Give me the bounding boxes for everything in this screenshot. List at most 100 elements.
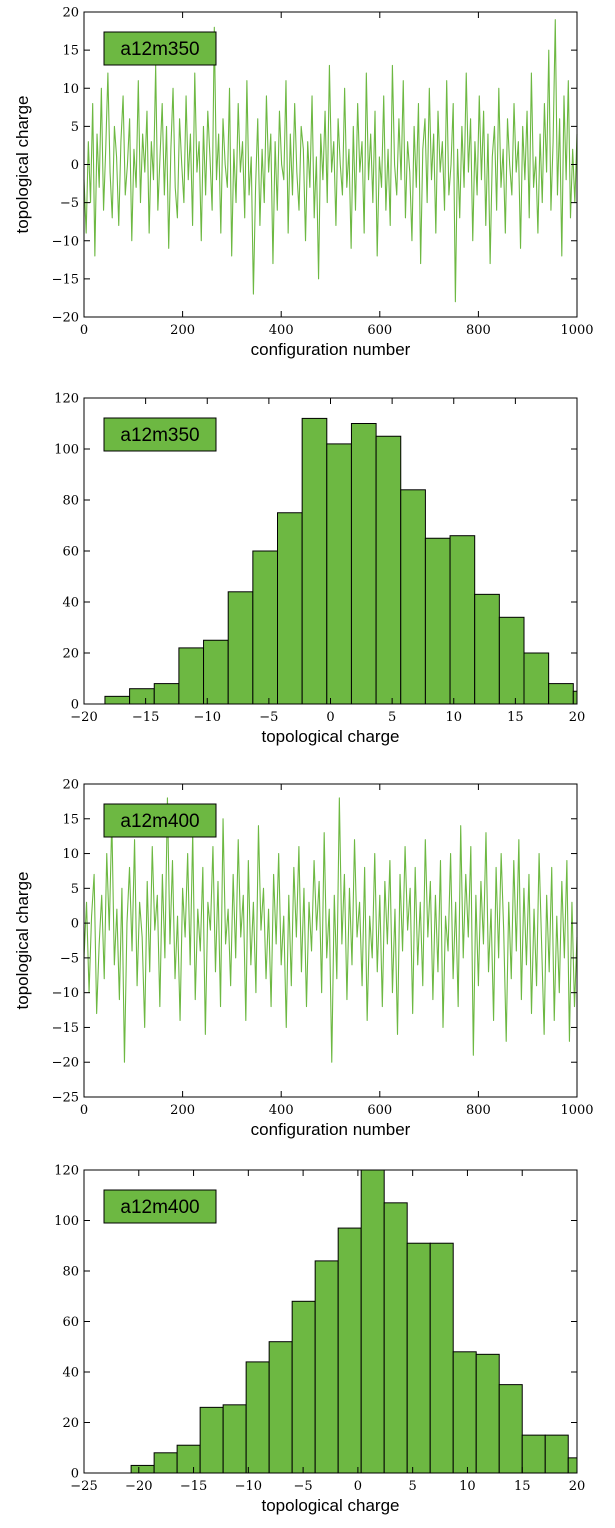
histogram-bar xyxy=(268,1341,293,1474)
histogram-bar xyxy=(252,550,279,705)
histogram-bar xyxy=(222,1404,247,1474)
histogram-bar xyxy=(521,1434,546,1474)
legend-label: a12m350 xyxy=(120,39,199,60)
x-tick-label: −10 xyxy=(235,1479,262,1494)
histogram-bar xyxy=(129,688,155,705)
trace-panel-a12m400: 0 200 400 600 800 1000−25−20−15−10−505101520 … xyxy=(13,778,594,1140)
x-tick-label: −15 xyxy=(132,710,159,725)
histogram-panel-a12m350: −20 −15 −10 −5 0 5 10 15 20 0 20 40 60 80 100 120 a12m3… xyxy=(54,392,585,747)
y-tick-label: 10 xyxy=(62,82,79,97)
y-tick-label: 0 xyxy=(71,698,79,713)
y-tick-label: 80 xyxy=(62,494,79,509)
x-tick-label: −10 xyxy=(194,710,221,725)
x-tick-label: 5 xyxy=(388,710,396,725)
x-tick-label: −20 xyxy=(125,1479,152,1494)
x-tick-label: 800 xyxy=(466,323,491,338)
x-tick-label: 800 xyxy=(466,1103,491,1118)
x-tick-label: 0 xyxy=(326,710,334,725)
x-tick-label: 0 xyxy=(354,1479,362,1494)
y-tick-label: 10 xyxy=(62,847,79,862)
histogram-bar xyxy=(350,423,377,705)
histogram-bar xyxy=(277,512,303,705)
x-axis-label: topological charge xyxy=(262,1496,400,1515)
y-tick-label: −15 xyxy=(52,1021,79,1036)
histogram-bar xyxy=(400,489,426,705)
x-tick-label: 0 xyxy=(80,1103,88,1118)
y-tick-label: −10 xyxy=(52,986,79,1001)
histogram-bar xyxy=(360,1169,385,1474)
y-axis-label: topological charge xyxy=(13,96,32,234)
histogram-bar xyxy=(153,1452,178,1474)
y-tick-label: 120 xyxy=(54,392,79,407)
histogram-bar xyxy=(475,1353,500,1474)
legend-box xyxy=(103,31,217,66)
x-tick-label: 15 xyxy=(514,1479,531,1494)
histogram-bar xyxy=(383,1202,408,1474)
histogram-bar xyxy=(337,1227,362,1474)
x-axis-label: configuration number xyxy=(251,340,411,359)
series-line xyxy=(83,797,578,1063)
x-axis-label: topological charge xyxy=(262,727,400,746)
legend-box xyxy=(103,417,217,452)
y-tick-label: −5 xyxy=(60,196,79,211)
histogram-bar xyxy=(498,1384,523,1474)
x-tick-label: 20 xyxy=(569,710,586,725)
x-tick-label: −5 xyxy=(259,710,278,725)
y-tick-label: 20 xyxy=(62,6,79,21)
y-tick-label: −5 xyxy=(60,951,79,966)
x-tick-label: −20 xyxy=(70,710,97,725)
histogram-bar xyxy=(203,639,229,705)
legend: a12m400 xyxy=(103,1189,217,1224)
x-tick-label: −25 xyxy=(70,1479,97,1494)
x-tick-label: 15 xyxy=(507,710,524,725)
histogram-bar xyxy=(567,1457,578,1474)
x-tick-label: −15 xyxy=(180,1479,207,1494)
histogram-bar xyxy=(291,1300,316,1474)
x-tick-label: −5 xyxy=(294,1479,313,1494)
legend: a12m350 xyxy=(103,31,217,66)
legend: a12m400 xyxy=(103,803,217,838)
x-tick-label: 0 xyxy=(80,323,88,338)
histogram-bar xyxy=(498,616,525,705)
x-tick-label: 10 xyxy=(445,710,462,725)
y-tick-label: 60 xyxy=(62,545,79,560)
y-tick-label: 5 xyxy=(71,882,79,897)
x-tick-label: 200 xyxy=(170,323,195,338)
series-line xyxy=(83,19,578,303)
y-tick-label: −20 xyxy=(52,311,79,326)
y-tick-label: 40 xyxy=(62,1366,79,1381)
y-tick-label: 100 xyxy=(54,443,79,458)
y-axis-label: topological charge xyxy=(13,872,32,1010)
x-tick-label: 200 xyxy=(170,1103,195,1118)
y-tick-label: −15 xyxy=(52,272,79,287)
y-tick-label: 60 xyxy=(62,1315,79,1330)
y-tick-label: 20 xyxy=(62,647,79,662)
plot-frame xyxy=(83,783,578,1098)
histogram-bar xyxy=(375,435,402,705)
y-tick-label: 100 xyxy=(54,1214,79,1229)
histogram-bar xyxy=(104,695,131,705)
histogram-bar xyxy=(199,1406,224,1474)
histogram-bar xyxy=(406,1242,431,1474)
y-tick-label: 40 xyxy=(62,596,79,611)
x-tick-label: 400 xyxy=(269,1103,294,1118)
legend-box xyxy=(103,1189,217,1224)
histogram-bar xyxy=(245,1361,270,1474)
histogram-bar xyxy=(130,1464,155,1474)
histogram-bar xyxy=(153,683,180,705)
histogram-bar xyxy=(314,1260,339,1474)
y-tick-label: 15 xyxy=(62,812,79,827)
y-tick-label: 120 xyxy=(54,1164,79,1179)
y-tick-label: −10 xyxy=(52,234,79,249)
histogram-bar xyxy=(301,417,328,705)
y-tick-label: 0 xyxy=(71,158,79,173)
legend: a12m350 xyxy=(103,417,217,452)
y-tick-label: 0 xyxy=(71,1467,79,1482)
histogram-bar xyxy=(449,535,476,705)
histogram-bar xyxy=(474,593,500,705)
histogram-bar xyxy=(178,647,205,705)
legend-label: a12m350 xyxy=(120,425,199,446)
x-tick-label: 600 xyxy=(367,1103,392,1118)
histogram-bar xyxy=(452,1351,477,1474)
